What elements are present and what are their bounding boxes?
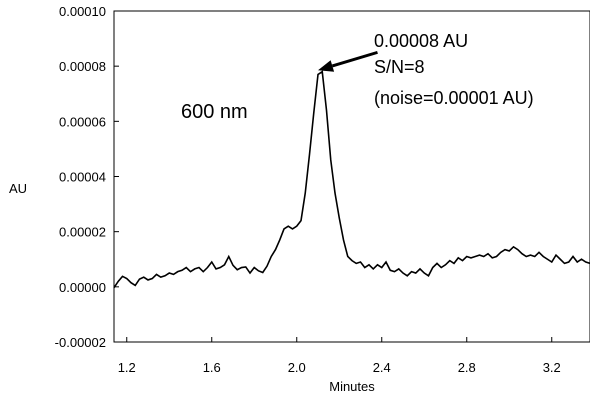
y-tick-label: 0.00000 (59, 280, 106, 295)
y-tick-label: -0.00002 (55, 335, 106, 350)
x-tick-label: 2.0 (288, 360, 306, 375)
x-tick-label: 1.2 (118, 360, 136, 375)
wavelength-annotation: 600 nm (181, 101, 248, 123)
peak-height-annotation: 0.00008 AU (374, 31, 468, 51)
peak-arrow-line (331, 50, 378, 68)
y-tick-label: 0.00006 (59, 114, 106, 129)
x-tick-label: 2.4 (373, 360, 391, 375)
x-axis-label: Minutes (329, 379, 375, 394)
y-tick-label: 0.00004 (59, 170, 106, 185)
y-axis-label: AU (9, 181, 27, 196)
absorbance-trace (113, 70, 590, 289)
noise-annotation: (noise=0.00001 AU) (374, 88, 534, 108)
y-tick-label: 0.00008 (59, 59, 106, 74)
signal-to-noise-annotation: S/N=8 (374, 57, 425, 77)
tick-layer: 0.00010 0.00008 0.00006 0.00004 0.00002 0.000… (55, 4, 561, 375)
x-tick-label: 2.8 (458, 360, 476, 375)
plot-frame (113, 10, 590, 343)
y-tick-label: 0.00010 (59, 4, 106, 19)
peak-arrow-head (318, 60, 335, 72)
x-tick-label: 1.6 (203, 360, 221, 375)
y-tick-label: 0.00002 (59, 225, 106, 240)
x-tick-label: 3.2 (543, 360, 561, 375)
